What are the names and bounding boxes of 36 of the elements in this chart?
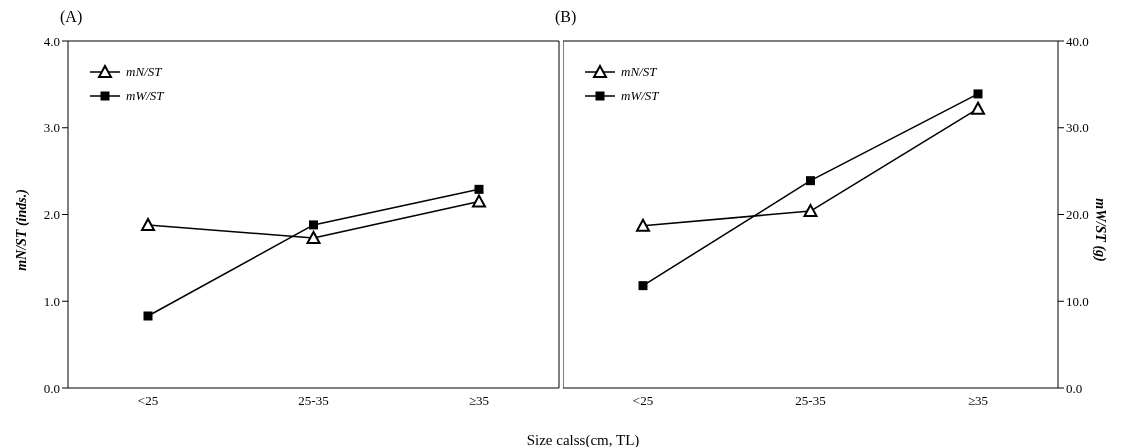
x-tick-label: ≥35 bbox=[468, 393, 490, 409]
legend-label: mW/ST bbox=[126, 88, 164, 104]
point bbox=[474, 184, 484, 194]
x-tick-label: 25-35 bbox=[298, 393, 329, 409]
point bbox=[636, 218, 650, 232]
y-axis-title: mN/ST (inds.) bbox=[14, 189, 30, 271]
point bbox=[806, 176, 815, 186]
point bbox=[971, 101, 985, 115]
y-tick-label: 3.0 bbox=[43, 120, 60, 136]
y2-tick-label: 30.0 bbox=[1066, 120, 1089, 136]
legend-label: mW/ST bbox=[621, 88, 659, 104]
x-tick-label: <25 bbox=[137, 393, 159, 409]
y-tick-label: 0.0 bbox=[43, 380, 60, 396]
point bbox=[309, 220, 318, 230]
chart-title: (B) bbox=[555, 8, 577, 26]
legend-label: mN/ST bbox=[621, 64, 657, 80]
point bbox=[803, 204, 818, 218]
point bbox=[973, 89, 983, 99]
y-tick-label: 1.0 bbox=[43, 293, 60, 309]
chart-title: (A) bbox=[60, 8, 83, 26]
legend-label: mN/ST bbox=[126, 64, 162, 80]
y2-axis-title: mW/ST (g) bbox=[1092, 198, 1108, 262]
y2-tick-label: 0.0 bbox=[1066, 380, 1083, 396]
point bbox=[143, 311, 153, 321]
x-tick-label: 25-35 bbox=[795, 393, 826, 409]
y-tick-label: 2.0 bbox=[43, 207, 60, 223]
x-tick-label: <25 bbox=[632, 393, 654, 409]
point bbox=[472, 194, 486, 208]
point bbox=[141, 217, 155, 231]
y2-tick-label: 20.0 bbox=[1066, 207, 1089, 223]
y2-tick-label: 40.0 bbox=[1066, 33, 1089, 49]
x-tick-label: ≥35 bbox=[967, 393, 989, 409]
point bbox=[306, 230, 321, 244]
point bbox=[638, 281, 648, 291]
y2-tick-label: 10.0 bbox=[1066, 293, 1089, 309]
y-tick-label: 4.0 bbox=[43, 33, 60, 49]
